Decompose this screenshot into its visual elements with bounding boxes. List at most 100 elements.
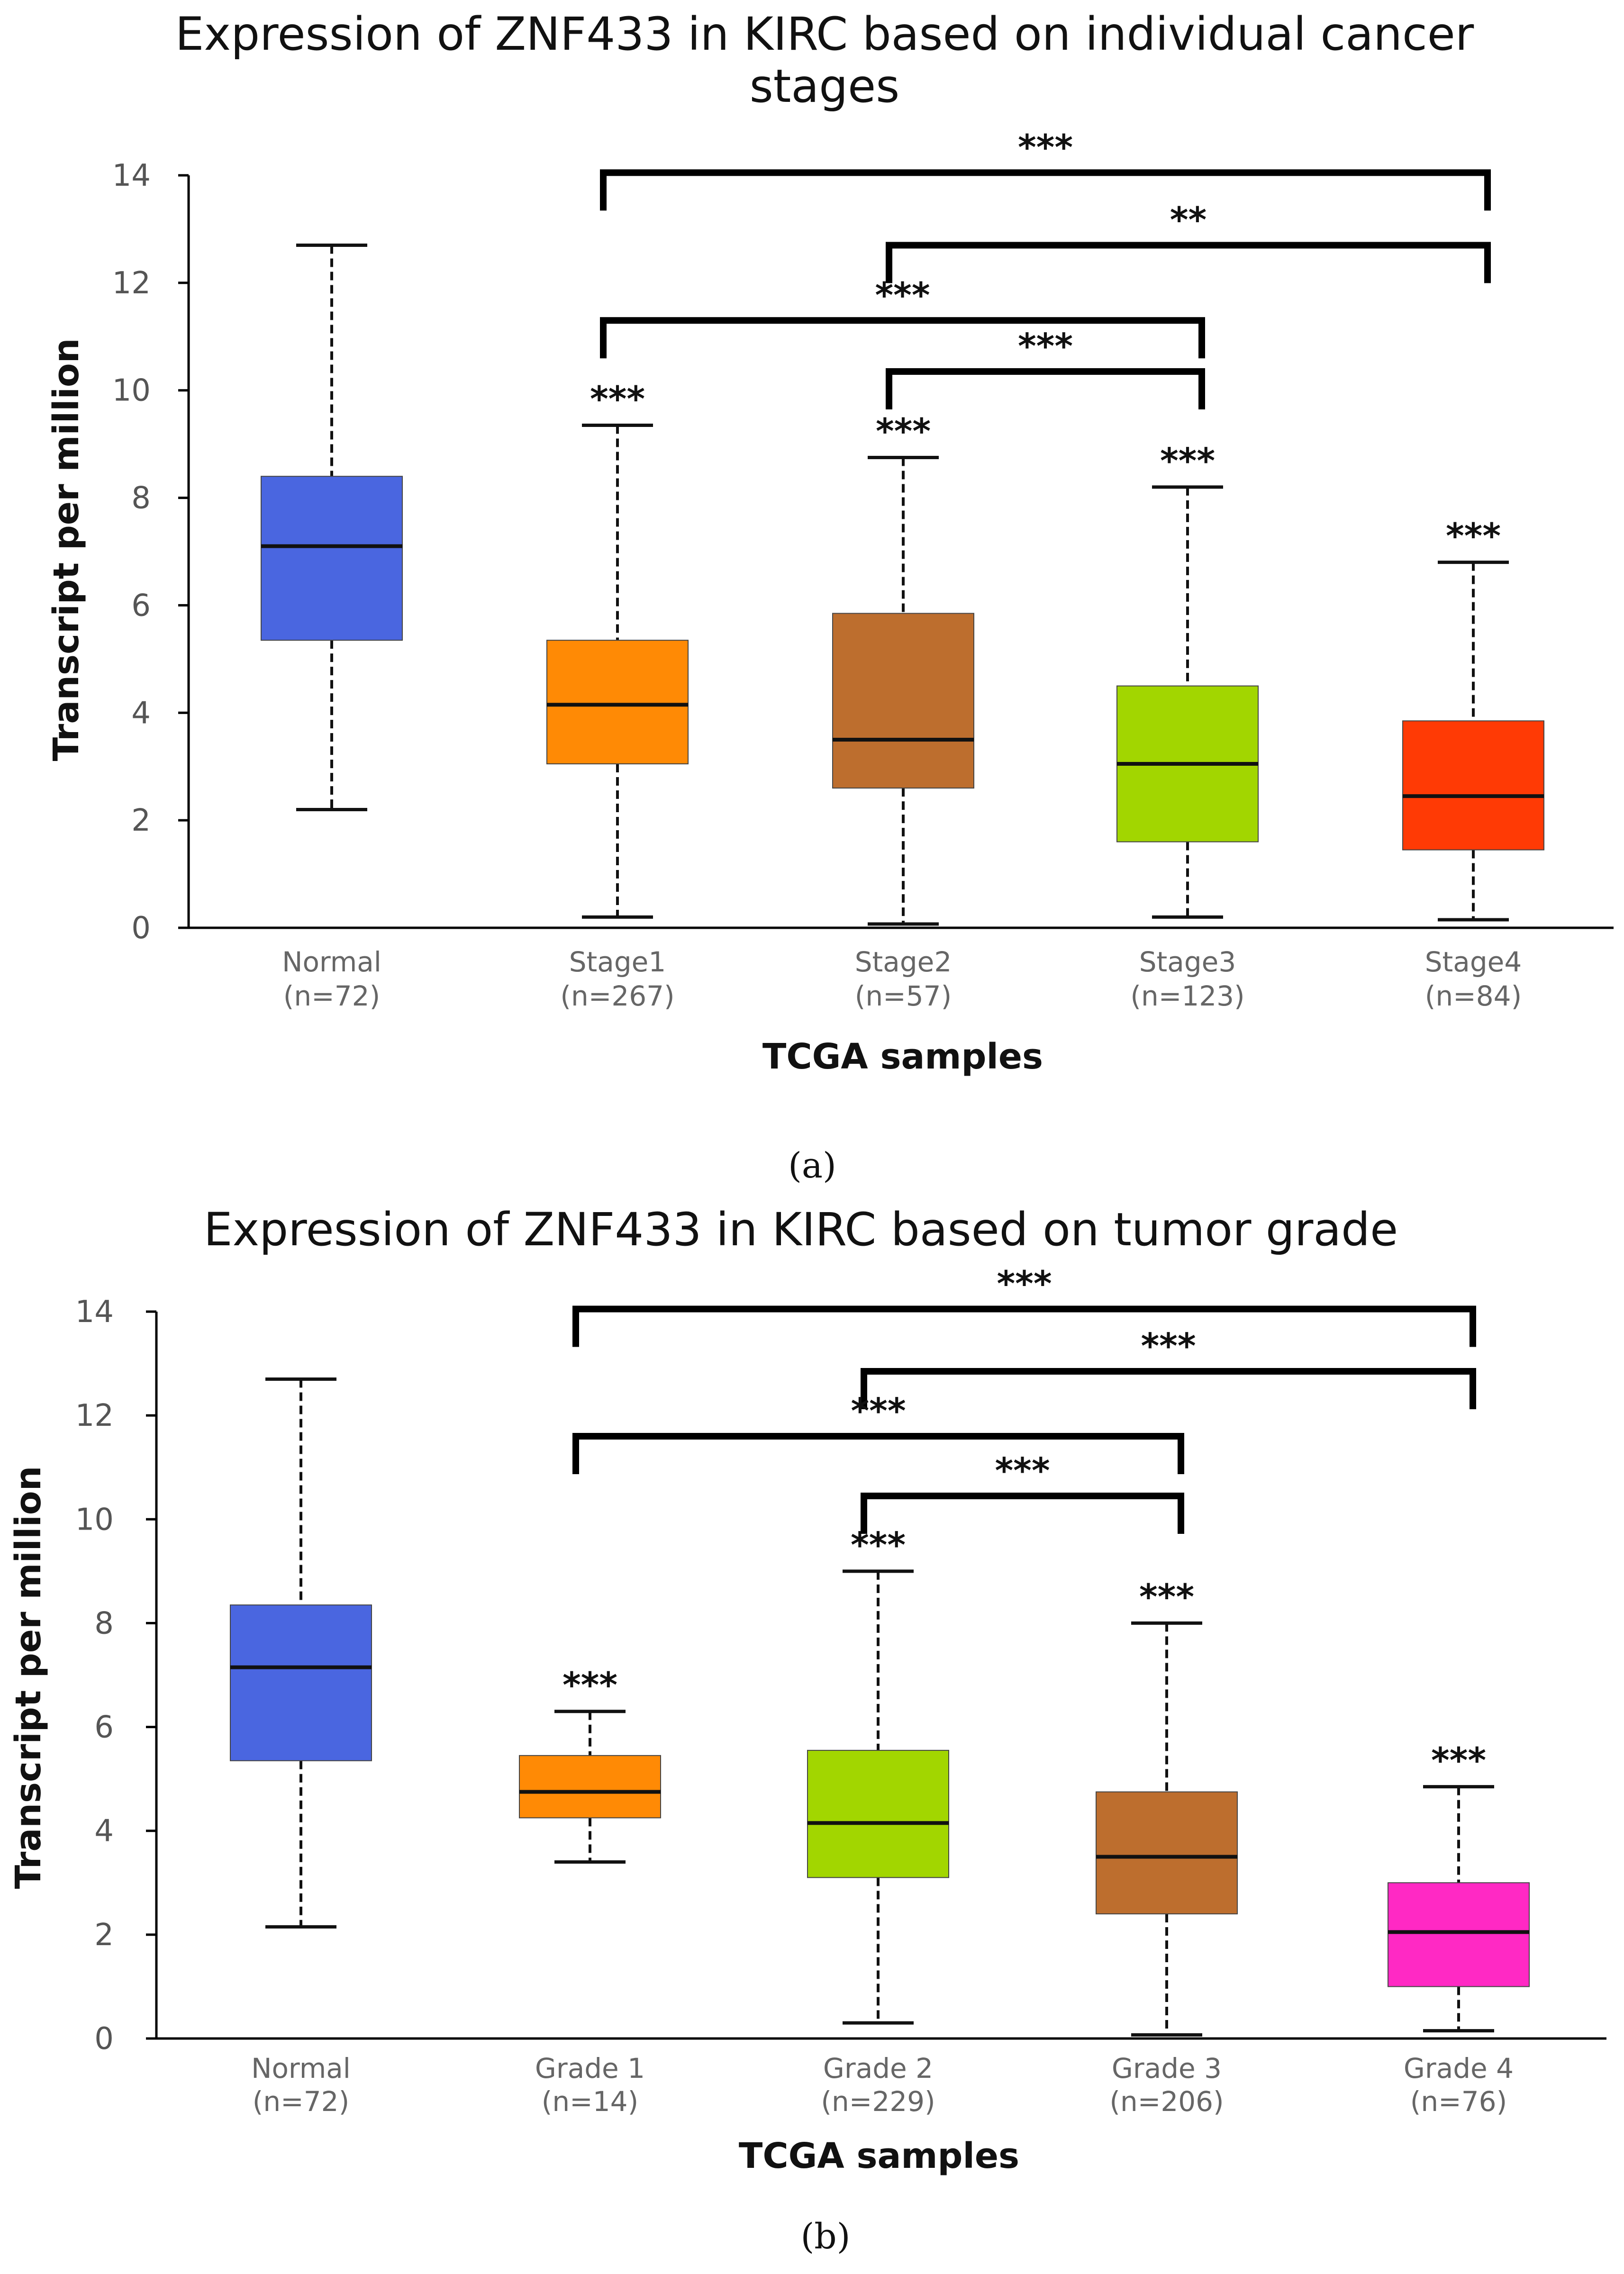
bracket-line: [600, 169, 1491, 211]
plot-area: ***********************: [261, 127, 1544, 926]
bracket-line: [861, 1492, 1184, 1534]
y-tick-label: 14: [112, 158, 151, 193]
x-category-label: Grade 4: [1404, 2052, 1514, 2084]
bracket-line: [886, 368, 1205, 410]
bracket-line: [886, 242, 1491, 283]
y-tick-label: 12: [75, 1398, 114, 1433]
x-category-count: (n=267): [560, 980, 674, 1012]
x-category-count: (n=72): [253, 2085, 349, 2118]
significance-stars: ***: [876, 411, 931, 452]
x-axis-label: TCGA samples: [739, 2136, 1019, 2176]
x-category-label: Stage4: [1425, 946, 1522, 978]
bracket-label: ***: [1141, 1326, 1196, 1367]
significance-stars: ***: [563, 1665, 617, 1706]
panel-label: (b): [800, 2216, 850, 2257]
x-category-label: Normal: [282, 946, 381, 978]
box-stage2: ***: [832, 411, 974, 926]
significance-bracket: **: [886, 199, 1491, 283]
y-tick-label: 0: [94, 2021, 114, 2057]
y-tick-label: 2: [131, 803, 151, 838]
significance-stars: ***: [1431, 1740, 1486, 1781]
significance-stars: ***: [1160, 441, 1215, 481]
y-tick-label: 0: [131, 911, 151, 946]
axes: [155, 1312, 1606, 2040]
x-category-label: Stage1: [569, 946, 666, 978]
panel-b: Expression of ZNF433 in KIRC based on tu…: [8, 1203, 1606, 2257]
y-tick-label: 12: [112, 266, 151, 301]
significance-bracket: ***: [861, 1450, 1184, 1534]
y-tick-label: 10: [75, 1502, 114, 1537]
x-category-count: (n=206): [1109, 2085, 1224, 2118]
box-grade-4: ***: [1388, 1740, 1530, 2033]
x-category-count: (n=123): [1130, 980, 1244, 1012]
plot-area: *** *** *** *** *** *** *** ***: [230, 1264, 1530, 2037]
significance-bracket: ***: [572, 1391, 1184, 1474]
y-axis-label: Transcript per million: [8, 1466, 49, 1889]
y-tick-label: 8: [131, 481, 151, 516]
x-category-count: (n=57): [855, 980, 952, 1012]
y-ticks: 0 2 4 6 8 10 12 14: [75, 1295, 156, 2057]
iqr-box: [519, 1755, 661, 1819]
x-categories: Normal(n=72) Stage1(n=267) Stage2(n=57) Sta…: [282, 946, 1522, 1012]
axes: [187, 175, 1614, 929]
significance-stars: ***: [1446, 516, 1501, 557]
chart-title-line-1: Expression of ZNF433 in KIRC based on in…: [175, 8, 1474, 61]
iqr-box: [1402, 720, 1544, 851]
x-category-label: Grade 3: [1112, 2052, 1222, 2084]
bracket-label: **: [1170, 199, 1207, 240]
bracket-label: ***: [1018, 326, 1073, 367]
significance-bracket: ***: [861, 1326, 1476, 1410]
box-normal: [230, 1377, 372, 1929]
x-category-count: (n=229): [821, 2085, 935, 2118]
box-grade-3: ***: [1096, 1576, 1238, 2037]
x-axis-label: TCGA samples: [762, 1036, 1043, 1077]
chart-title-line-2: stages: [750, 60, 900, 113]
bracket-line: [572, 1305, 1476, 1347]
iqr-box: [546, 640, 689, 765]
x-category-count: (n=76): [1410, 2085, 1507, 2118]
bracket-label: ***: [851, 1391, 906, 1431]
significance-bracket: ***: [600, 275, 1205, 359]
x-category-label: Stage3: [1139, 946, 1236, 978]
iqr-box: [1388, 1882, 1530, 1987]
bracket-label: ***: [1018, 127, 1073, 168]
panel-a: Expression of ZNF433 in KIRC based on in…: [46, 8, 1614, 1186]
iqr-box: [1096, 1791, 1238, 1915]
box-stage4: ***: [1402, 516, 1544, 922]
x-category-label: Grade 2: [823, 2052, 933, 2084]
y-tick-label: 14: [75, 1295, 114, 1330]
chart-title-line-1: Expression of ZNF433 in KIRC based on tu…: [204, 1203, 1398, 1256]
y-tick-label: 6: [131, 588, 151, 623]
y-tick-label: 2: [94, 1918, 114, 1953]
box-stage1: ***: [546, 379, 689, 919]
x-category-label: Normal: [251, 2052, 351, 2084]
bracket-label: ***: [995, 1450, 1050, 1491]
box-normal: [261, 243, 403, 811]
iqr-box: [261, 476, 403, 641]
y-tick-label: 6: [94, 1710, 114, 1745]
bracket-line: [600, 317, 1205, 359]
iqr-box: [832, 613, 974, 789]
y-tick-label: 4: [131, 696, 151, 731]
x-category-label: Grade 1: [535, 2052, 645, 2084]
y-axis-label: Transcript per million: [46, 338, 87, 761]
y-tick-label: 10: [112, 373, 151, 408]
x-category-count: (n=84): [1425, 980, 1522, 1012]
y-tick-label: 8: [94, 1606, 114, 1641]
bracket-line: [572, 1432, 1184, 1474]
x-category-count: (n=14): [542, 2085, 638, 2118]
x-category-count: (n=72): [283, 980, 380, 1012]
bracket-label: ***: [997, 1264, 1052, 1305]
box-grade-2: ***: [807, 1525, 949, 2025]
significance-stars: ***: [1139, 1576, 1194, 1617]
significance-stars: ***: [851, 1525, 906, 1566]
y-ticks: 0 2 4 6 8 10 12 14: [112, 158, 189, 946]
x-categories: Normal(n=72) Grade 1(n=14) Grade 2(n=229) G…: [251, 2052, 1514, 2118]
significance-stars: ***: [590, 379, 645, 419]
significance-bracket: ***: [886, 326, 1205, 410]
box-stage3: ***: [1116, 441, 1259, 919]
iqr-box: [230, 1604, 372, 1761]
y-tick-label: 4: [94, 1814, 114, 1849]
box-grade-1: ***: [519, 1665, 661, 1864]
